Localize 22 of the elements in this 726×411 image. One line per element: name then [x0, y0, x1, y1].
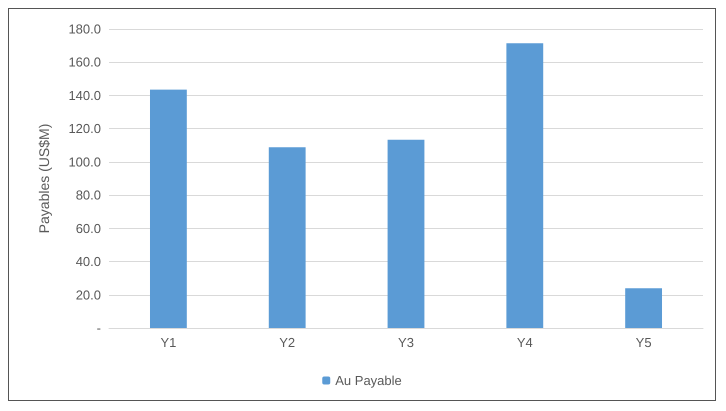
y-axis-title: Payables (US$M): [36, 124, 52, 234]
y-tick-label: 160.0: [68, 54, 101, 70]
x-tick-label: Y5: [636, 335, 652, 350]
y-tick-label: 20.0: [76, 287, 101, 302]
y-tick-label: 140.0: [68, 88, 101, 103]
bar: [268, 147, 306, 328]
y-tick-label: -: [96, 320, 101, 336]
bar: [388, 140, 424, 328]
x-tick-label: Y4: [516, 335, 533, 350]
y-tick-label: 120.0: [68, 121, 101, 136]
x-tick-label: Y3: [398, 335, 414, 350]
y-tick-label: 40.0: [76, 254, 101, 270]
bar: [625, 288, 662, 328]
y-tick-label: 60.0: [76, 220, 101, 236]
bar: [506, 43, 544, 328]
x-tick-label: Y2: [279, 335, 296, 350]
x-tick-label: Y1: [160, 335, 176, 350]
y-tick-label: 80.0: [76, 188, 101, 203]
y-tick-label: 180.0: [68, 22, 101, 36]
legend-label: Au Payable: [335, 373, 402, 388]
y-tick-label: 100.0: [68, 154, 101, 170]
bar: [150, 90, 187, 328]
